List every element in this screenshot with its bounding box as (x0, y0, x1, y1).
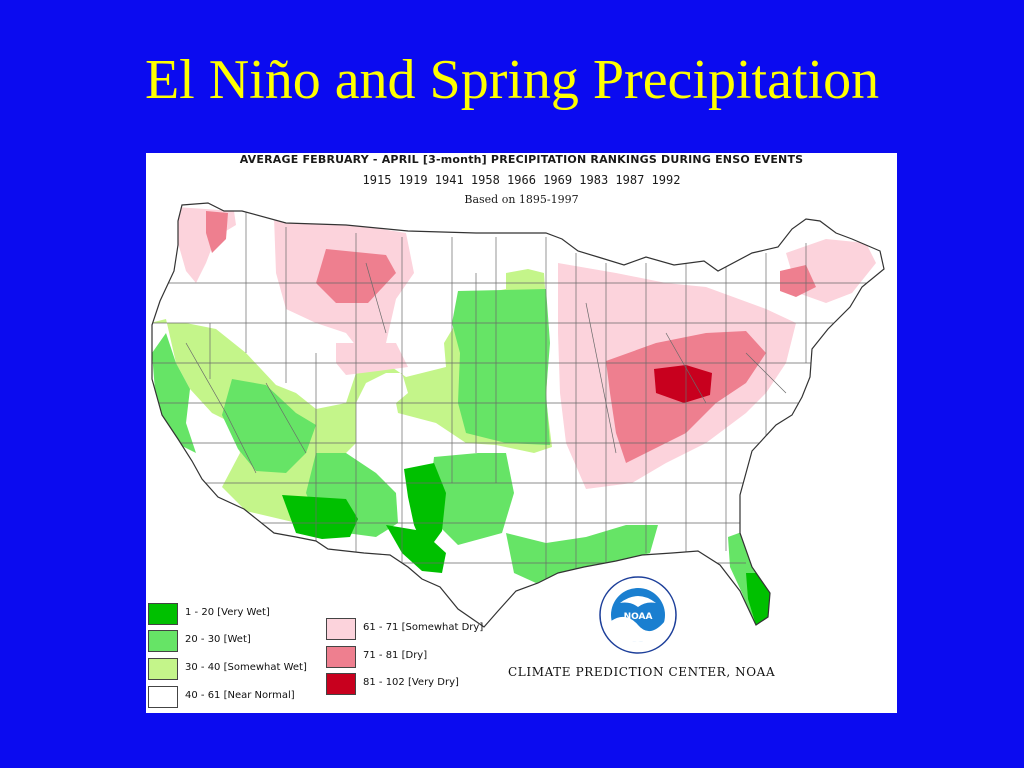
us-outline (151, 202, 885, 628)
enso-years: 1915 1919 1941 1958 1966 1969 1983 1987 … (362, 173, 681, 187)
legend-label-very-dry: 81 - 102 [Very Dry] (363, 677, 459, 688)
legend-swatch-wet (148, 630, 178, 652)
legend-swatch-near-normal (148, 686, 178, 708)
precipitation-ranking-map-figure: AVERAGE FEBRUARY - APRIL [3-month] PRECI… (146, 153, 897, 713)
legend-swatch-very-wet (148, 603, 178, 625)
region-dry-new-york (780, 265, 816, 297)
noaa-logo-icon: NOAA (599, 576, 677, 654)
credit-line: CLIMATE PREDICTION CENTER, NOAA (508, 665, 776, 679)
region-very-wet-south-florida (746, 573, 770, 625)
region-wet-texas (430, 453, 514, 545)
region-very-wet-southern-arizona (282, 495, 358, 539)
us-climate-division-map (151, 202, 885, 628)
legend-label-somewhat-wet: 30 - 40 [Somewhat Wet] (185, 662, 307, 673)
map-regions (152, 203, 884, 627)
state-boundaries (152, 211, 884, 613)
noaa-logo-text: NOAA (624, 612, 653, 622)
legend-swatch-very-dry (326, 673, 356, 695)
region-very-wet-west-texas (386, 525, 446, 573)
legend-label-wet: 20 - 30 [Wet] (185, 634, 251, 645)
region-wet-nevada (222, 379, 316, 473)
region-somewhat-dry-wyoming (336, 343, 408, 375)
map-title: AVERAGE FEBRUARY - APRIL [3-month] PRECI… (239, 153, 804, 166)
slide-title: El Niño and Spring Precipitation (144, 49, 880, 111)
legend-label-very-wet: 1 - 20 [Very Wet] (185, 607, 270, 618)
legend-label-somewhat-dry: 61 - 71 [Somewhat Dry] (363, 622, 484, 633)
region-very-wet-new-mexico (404, 463, 446, 553)
legend-label-near-normal: 40 - 61 [Near Normal] (185, 690, 295, 701)
legend-swatch-dry (326, 646, 356, 668)
legend-label-dry: 71 - 81 [Dry] (363, 650, 428, 661)
legend-swatch-somewhat-wet (148, 658, 178, 680)
legend-swatch-somewhat-dry (326, 618, 356, 640)
region-dry-washington (206, 211, 228, 253)
region-very-dry-ohio-valley (654, 365, 712, 403)
baseline-period: Based on 1895-1997 (464, 193, 579, 206)
region-wet-central-plains (452, 289, 550, 445)
region-wet-gulf-coast (506, 525, 658, 583)
